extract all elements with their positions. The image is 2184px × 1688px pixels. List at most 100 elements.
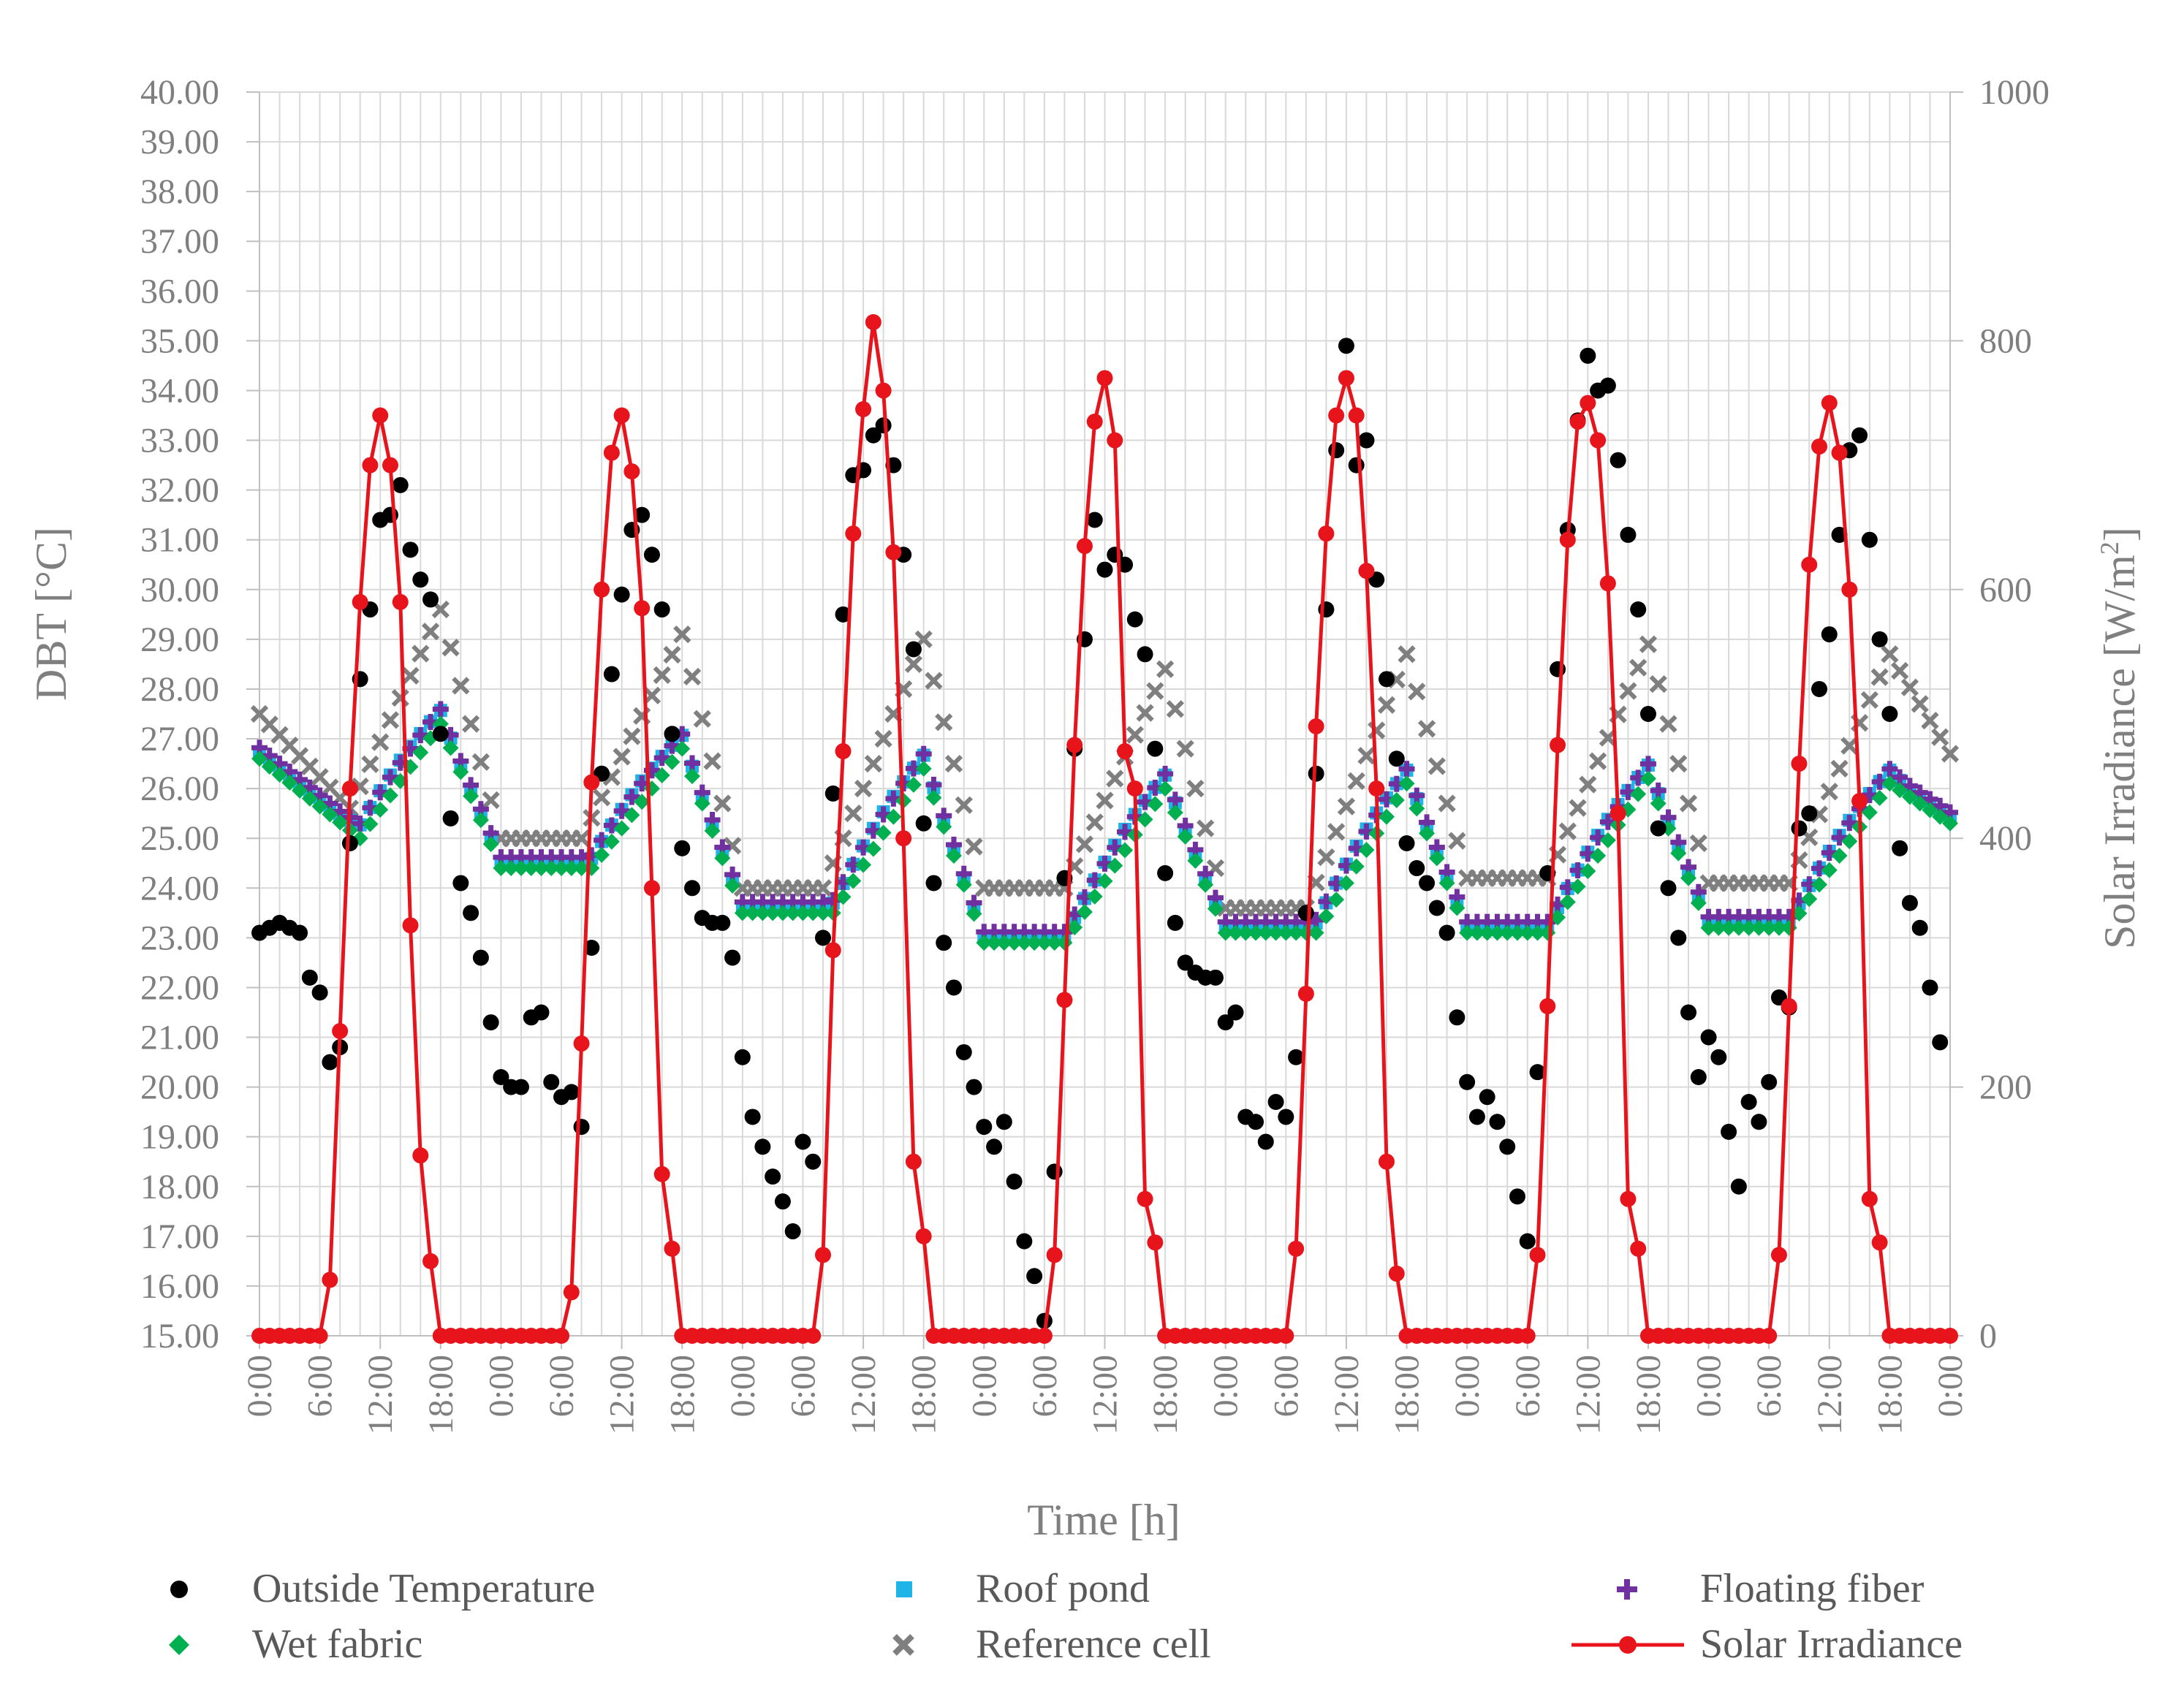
y-axis-right-title-main: Solar Irradiance [W/m bbox=[2096, 555, 2144, 949]
floating-fiber-point bbox=[1831, 829, 1848, 846]
solar-irradiance-point bbox=[1801, 556, 1818, 573]
floating-fiber-point bbox=[432, 701, 449, 718]
reference-cell-point bbox=[1347, 772, 1365, 791]
wet-fabric-point bbox=[1036, 935, 1053, 951]
solar-irradiance-point bbox=[1046, 1247, 1063, 1263]
outside-temperature-point bbox=[1861, 531, 1878, 548]
outside-temperature-point bbox=[1207, 969, 1224, 986]
outside-temperature-point bbox=[512, 1079, 529, 1095]
outside-temperature-point bbox=[774, 1193, 791, 1210]
outside-temperature-point bbox=[1267, 1094, 1284, 1111]
x-tick-label: 6:00 bbox=[301, 1355, 340, 1417]
solar-irradiance-point bbox=[1871, 1234, 1888, 1251]
outside-temperature-point bbox=[734, 1049, 751, 1065]
outside-temperature-point bbox=[1580, 347, 1596, 364]
reference-cell-point bbox=[1085, 813, 1104, 832]
outside-temperature-point bbox=[996, 1114, 1012, 1130]
outside-temperature-point bbox=[744, 1109, 761, 1125]
legend-item-floating-fiber: Floating fiber bbox=[1617, 1566, 1925, 1611]
outside-temperature-point bbox=[1639, 706, 1656, 722]
legend: Outside Temperature Roof pond Floating f… bbox=[169, 1566, 1963, 1667]
legend-item-reference-cell: Reference cell bbox=[892, 1622, 1211, 1667]
outside-temperature-point bbox=[563, 1084, 580, 1100]
legend-label-wet-fabric: Wet fabric bbox=[252, 1622, 422, 1667]
outside-temperature-point bbox=[824, 785, 841, 802]
wet-fabric-point bbox=[1438, 875, 1455, 891]
wet-fabric-point bbox=[1408, 800, 1425, 817]
solar-irradiance-point bbox=[1580, 395, 1596, 411]
reference-cell-point bbox=[613, 748, 631, 766]
y-left-tick-label: 19.00 bbox=[140, 1118, 219, 1157]
outside-temperature-point bbox=[815, 929, 831, 946]
outside-temperature-point bbox=[1650, 820, 1667, 837]
outside-temperature-point bbox=[1217, 1014, 1234, 1031]
outside-temperature-point bbox=[452, 875, 469, 891]
wet-fabric-point bbox=[925, 789, 942, 806]
wet-fabric-point bbox=[815, 905, 831, 921]
outside-temperature-point bbox=[1609, 452, 1626, 468]
floating-fiber-point bbox=[382, 769, 398, 786]
outside-temperature-point bbox=[915, 815, 932, 832]
wet-fabric-point bbox=[482, 836, 499, 853]
reference-cell-point bbox=[462, 715, 480, 733]
outside-temperature-point bbox=[1248, 1114, 1264, 1130]
solar-irradiance-point bbox=[1841, 581, 1858, 598]
y-left-tick-label: 29.00 bbox=[140, 620, 219, 659]
wet-fabric-point bbox=[1107, 857, 1123, 874]
outside-temperature-point bbox=[1519, 1233, 1536, 1250]
wet-fabric-point bbox=[563, 860, 580, 877]
solar-irradiance-point bbox=[905, 1153, 922, 1170]
outside-temperature-point bbox=[1690, 1068, 1707, 1085]
wet-fabric-point bbox=[1006, 935, 1023, 951]
reference-cell-point bbox=[1911, 695, 1929, 713]
reference-cell-point bbox=[1398, 645, 1416, 664]
outside-temperature-point bbox=[1620, 526, 1637, 543]
legend-marker-floating-fiber bbox=[1617, 1579, 1637, 1600]
wet-fabric-point bbox=[1710, 919, 1727, 936]
outside-temperature-point bbox=[1680, 1004, 1697, 1021]
wet-fabric-point bbox=[1751, 919, 1767, 936]
y-left-tick-label: 17.00 bbox=[140, 1217, 219, 1256]
solar-irradiance-point bbox=[643, 880, 660, 897]
reference-cell-point bbox=[1096, 791, 1114, 810]
wet-fabric-point bbox=[1811, 876, 1828, 893]
floating-fiber-point bbox=[1639, 756, 1656, 772]
reference-cell-point bbox=[663, 645, 681, 664]
y-left-tick-label: 36.00 bbox=[140, 272, 219, 311]
outside-temperature-point bbox=[341, 835, 358, 852]
reference-cell-point bbox=[592, 788, 611, 807]
reference-cell-point bbox=[1448, 832, 1466, 850]
floating-fiber-point bbox=[623, 788, 640, 805]
wet-fabric-point bbox=[1740, 919, 1757, 936]
x-tick-label: 12:00 bbox=[361, 1355, 400, 1434]
reference-cell-point bbox=[1197, 819, 1215, 837]
solar-irradiance-point bbox=[594, 581, 610, 598]
reference-cell-point bbox=[1106, 769, 1124, 788]
outside-temperature-point bbox=[1126, 611, 1143, 628]
y-left-tick-label: 16.00 bbox=[140, 1267, 219, 1306]
y-axis-right-title-close: ] bbox=[2096, 527, 2144, 541]
wet-fabric-point bbox=[1248, 924, 1264, 941]
wet-fabric-point bbox=[1419, 825, 1436, 842]
solar-irradiance-point bbox=[1559, 531, 1576, 548]
outside-temperature-point bbox=[1459, 1073, 1476, 1090]
outside-temperature-point bbox=[925, 875, 942, 891]
reference-cell-point bbox=[955, 796, 973, 814]
reference-cell-point bbox=[965, 837, 983, 856]
reference-cell-point bbox=[1166, 700, 1185, 718]
wet-fabric-point bbox=[452, 764, 469, 780]
reference-cell-point bbox=[653, 666, 671, 685]
reference-cell-point bbox=[1126, 726, 1144, 744]
outside-temperature-point bbox=[402, 541, 419, 558]
outside-temperature-point bbox=[493, 1068, 509, 1085]
wet-fabric-point bbox=[412, 744, 429, 761]
y-left-tick-label: 15.00 bbox=[140, 1317, 219, 1356]
wet-fabric-point bbox=[613, 820, 630, 837]
solar-irradiance-point bbox=[1529, 1247, 1546, 1263]
wet-fabric-point bbox=[996, 935, 1012, 951]
wet-fabric-point bbox=[1690, 894, 1707, 911]
solar-irradiance-point bbox=[1368, 780, 1385, 797]
wet-fabric-point bbox=[1489, 924, 1506, 941]
outside-temperature-point bbox=[1157, 864, 1174, 881]
reference-cell-point bbox=[703, 752, 721, 770]
